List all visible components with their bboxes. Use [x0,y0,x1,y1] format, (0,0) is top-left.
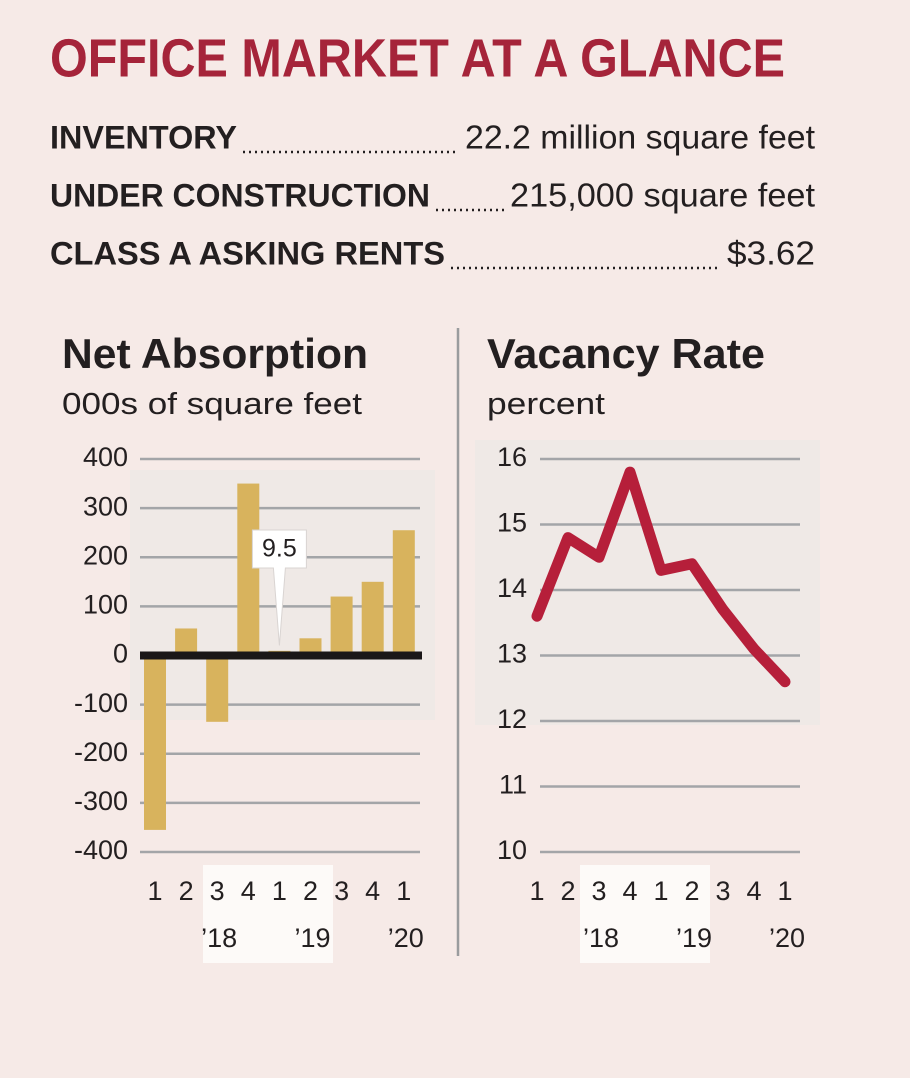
x-tick-label: 1 [396,876,411,906]
label-shade [203,865,333,963]
y-tick-label: -200 [74,737,128,767]
x-tick-label: 4 [622,876,637,906]
x-tick-label: 2 [684,876,699,906]
y-tick-label: -400 [74,835,128,865]
chart-title: Net Absorption [62,330,368,377]
y-tick-label: 200 [83,540,128,570]
y-tick-label: 10 [497,835,527,865]
bar [330,596,353,656]
x-tick-label: 4 [241,876,256,906]
stat-label: INVENTORY [50,119,237,155]
plot-shade [475,440,820,725]
x-year-label: ’19 [676,923,712,953]
stat-value: 215,000 square feet [510,177,815,214]
bar [392,530,415,656]
y-tick-label: 12 [497,704,527,734]
x-tick-label: 4 [746,876,761,906]
stat-label: CLASS A ASKING RENTS [50,235,445,271]
y-tick-label: 300 [83,491,128,521]
chart-subtitle: percent [487,386,605,421]
line [531,466,791,688]
x-tick-label: 3 [715,876,730,906]
chart-title: Vacancy Rate [487,330,765,377]
y-tick-label: 0 [113,639,128,669]
bar [361,581,384,656]
x-tick-label: 2 [560,876,575,906]
y-tick-label: -100 [74,688,128,718]
y-tick-label: 11 [499,770,527,800]
stat-label: UNDER CONSTRUCTION [50,177,430,213]
callout [251,529,307,646]
x-tick-label: 3 [591,876,606,906]
label-shade [580,865,710,963]
y-tick-label: 400 [83,442,128,472]
x-year-label: ’19 [294,923,330,953]
y-tick-label: 16 [497,442,527,472]
bar [144,655,166,830]
x-tick-label: 3 [210,876,225,906]
x-year-label: ’18 [583,923,619,953]
x-tick-label: 1 [777,876,792,906]
x-tick-label: 1 [147,876,162,906]
x-tick-label: 1 [529,876,544,906]
x-tick-label: 1 [653,876,668,906]
bar [299,638,322,656]
x-year-label: ’20 [769,923,805,953]
x-tick-label: 4 [365,876,380,906]
y-tick-label: 15 [497,508,527,538]
page-title: OFFICE MARKET AT A GLANCE [50,28,785,88]
x-tick-label: 3 [334,876,349,906]
y-tick-label: 100 [83,590,128,620]
y-tick-label: -300 [74,786,128,816]
x-year-label: ’18 [201,923,237,953]
stat-value: $3.62 [727,235,815,272]
bar [206,655,229,722]
x-tick-label: 1 [272,876,287,906]
x-tick-label: 2 [303,876,318,906]
bar [237,483,260,656]
data-label: 9.5 [262,535,297,563]
y-tick-label: 14 [497,573,527,603]
x-tick-label: 2 [179,876,194,906]
x-year-label: ’20 [388,923,424,953]
stat-value: 22.2 million square feet [465,119,815,156]
y-tick-label: 13 [497,639,527,669]
bar [175,628,198,656]
chart-subtitle: 000s of square feet [62,386,362,421]
